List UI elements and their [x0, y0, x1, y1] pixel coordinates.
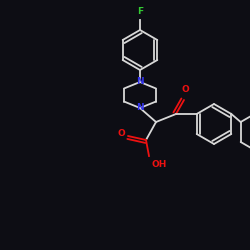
Text: N: N: [136, 104, 144, 112]
Text: OH: OH: [151, 160, 167, 169]
Text: F: F: [137, 7, 143, 16]
Text: N: N: [136, 78, 144, 86]
Text: O: O: [181, 85, 189, 94]
Text: O: O: [117, 130, 125, 138]
